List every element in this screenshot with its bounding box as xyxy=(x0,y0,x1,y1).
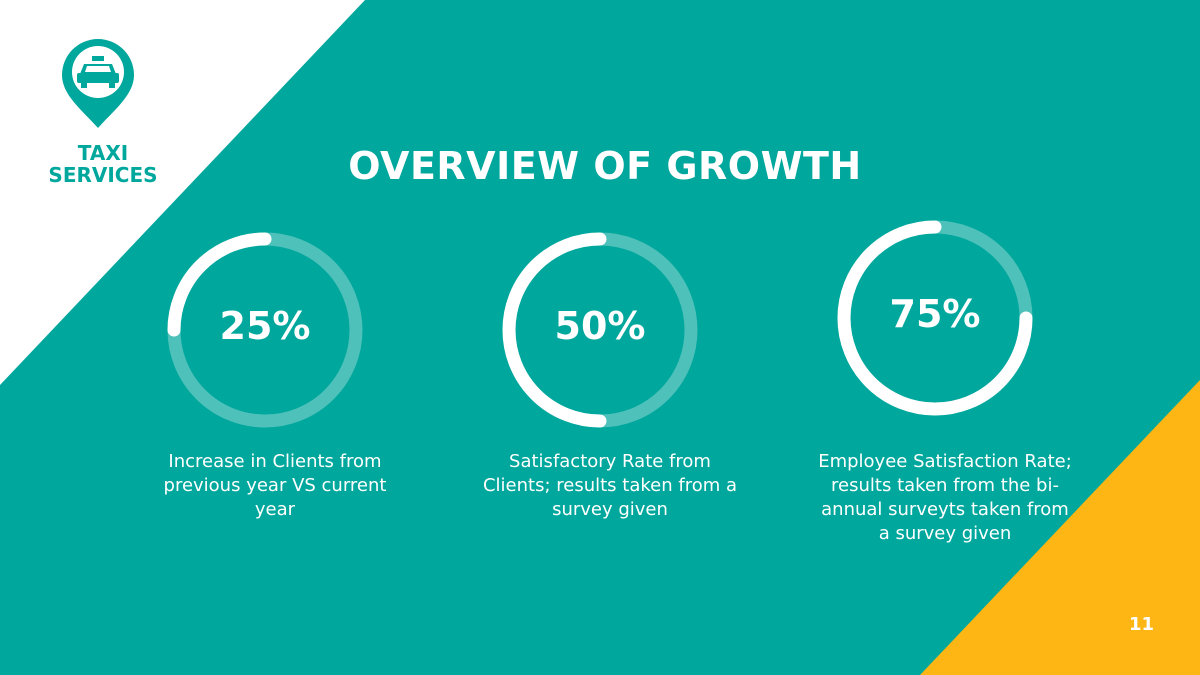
ring-progress xyxy=(837,220,1033,416)
ring-progress xyxy=(502,232,607,428)
page-number: 11 xyxy=(1128,614,1154,635)
title: OVERVIEW OF GROWTH xyxy=(348,144,862,188)
stat-value: 50% xyxy=(554,304,646,348)
stat-description: Satisfactory Rate from Clients; results … xyxy=(482,451,737,520)
logo xyxy=(62,39,134,128)
brand: TAXI SERVICES xyxy=(48,141,158,187)
stat-value: 75% xyxy=(889,292,981,336)
stat-value: 25% xyxy=(219,304,311,348)
stat-description: Increase in Clients from previous year V… xyxy=(163,451,387,520)
stat-description: Employee Satisfaction Rate; results take… xyxy=(818,451,1072,544)
ring-progress xyxy=(167,232,272,337)
